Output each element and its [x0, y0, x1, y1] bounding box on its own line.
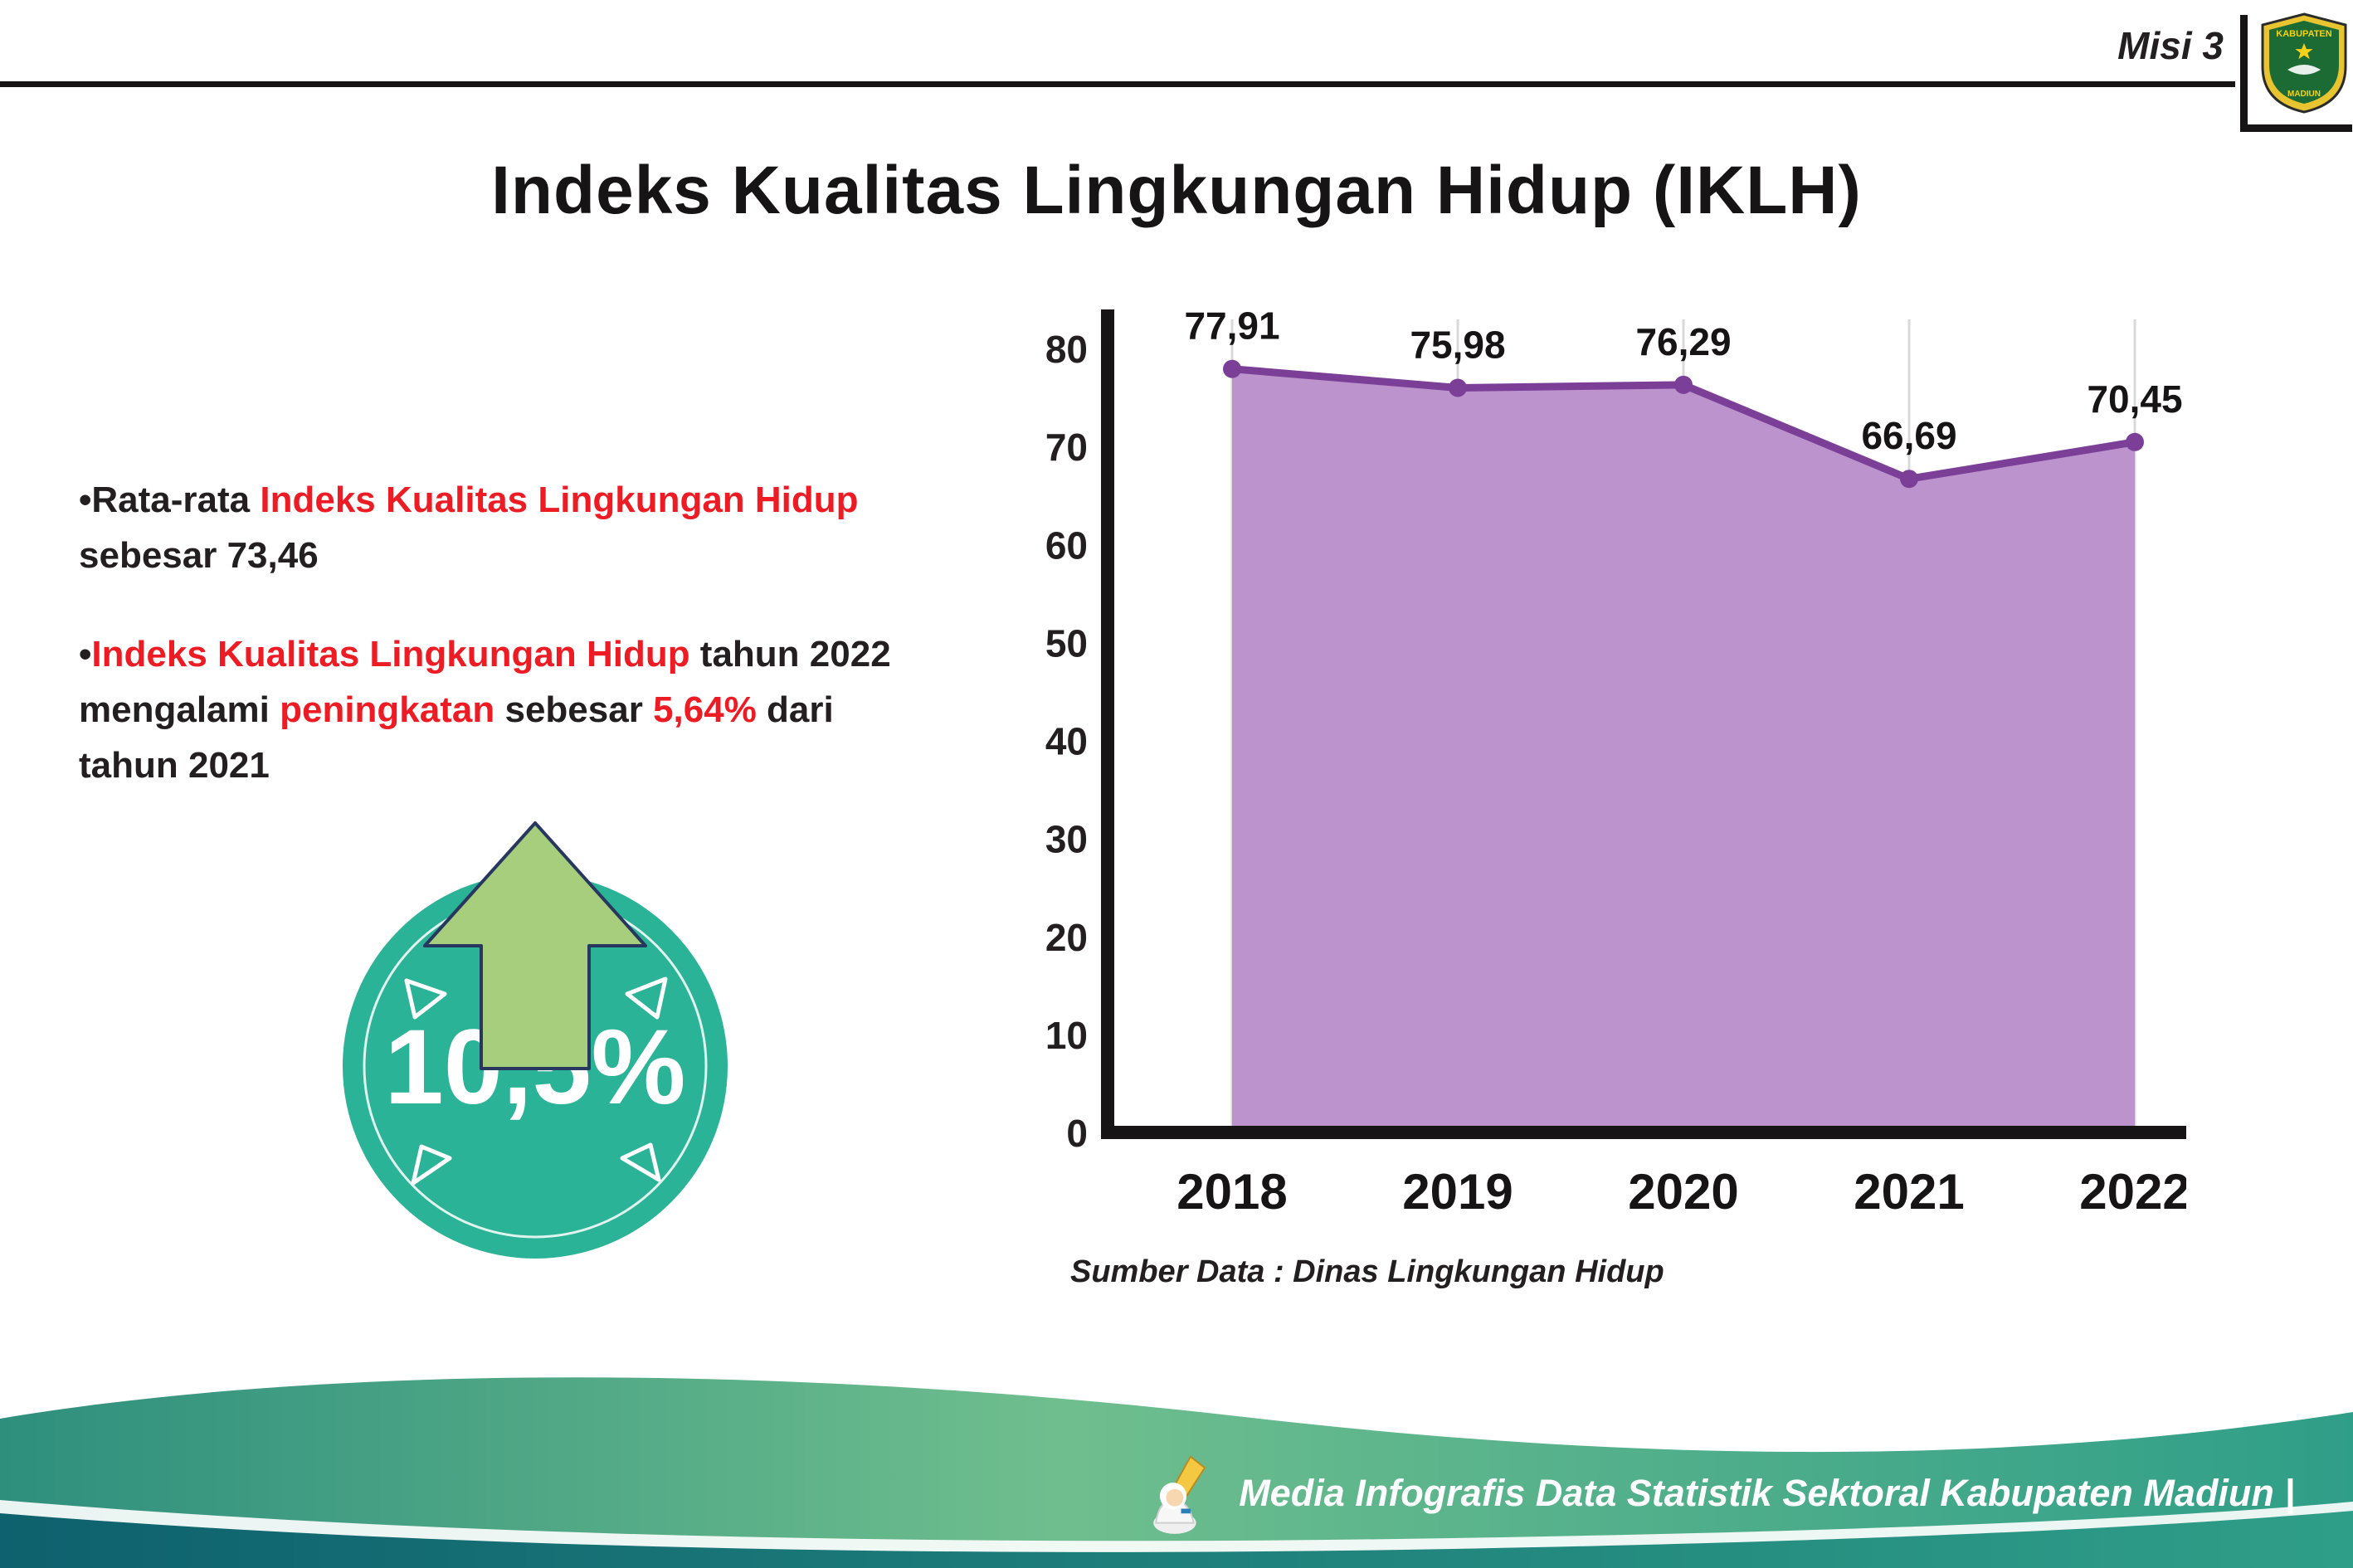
iklh-chart: 77,91 75,98 76,29 66,69 70,45 0 10 20 30 40 50 60 70… [1045, 304, 2186, 1220]
logo-top-text: KABUPATEN [2276, 29, 2331, 39]
header-divider [0, 81, 2235, 87]
point-label: 66,69 [1861, 414, 1956, 457]
footer-waves [0, 1377, 2353, 1568]
y-tick-label: 80 [1045, 328, 1088, 371]
y-tick-label: 20 [1045, 916, 1088, 959]
bullet-text: •Rata-rata [79, 480, 261, 520]
kabupaten-madiun-emblem-icon: KABUPATEN MADIUN [2261, 12, 2347, 114]
y-tick-label: 50 [1045, 621, 1088, 665]
x-tick-label: 2019 [1402, 1164, 1513, 1220]
bullet-text: mengalami [79, 689, 280, 730]
footer-caption: Media Infografis Data Statistik Sektoral… [1142, 1455, 2295, 1534]
y-tick-label: 0 [1066, 1112, 1088, 1155]
kabupaten-madiun-logo: KABUPATEN MADIUN [2240, 12, 2352, 132]
y-tick-label: 40 [1045, 720, 1088, 763]
bullet-text: • [79, 633, 92, 674]
key-points: •Rata-rata Indeks Kualitas Lingkungan Hi… [79, 473, 991, 836]
badge-triangle-decorations [404, 976, 668, 1186]
y-tick-label: 10 [1045, 1014, 1088, 1057]
misi-label: Misi 3 [2117, 24, 2224, 67]
data-point [1223, 359, 1241, 378]
bullet-text-highlight: Indeks Kualitas Lingkungan Hidup [260, 480, 859, 520]
y-tick-label: 30 [1045, 818, 1088, 861]
x-tick-label: 2022 [2079, 1164, 2186, 1220]
data-point [1900, 470, 1918, 489]
area-fill [1232, 368, 2135, 1132]
point-label: 76,29 [1635, 320, 1731, 363]
writer-mascot-icon [1153, 1455, 1206, 1534]
page-title: Indeks Kualitas Lingkungan Hidup (IKLH) [491, 152, 1862, 228]
x-tick-label: 2020 [1628, 1164, 1738, 1220]
y-tick-label: 70 [1045, 426, 1088, 469]
data-point [1449, 378, 1467, 397]
x-tick-label: 2021 [1854, 1164, 1964, 1220]
chart-source: Sumber Data : Dinas Lingkungan Hidup [1070, 1254, 1664, 1289]
point-label: 70,45 [2087, 377, 2182, 421]
data-point [1674, 375, 1693, 394]
x-tick-label: 2018 [1176, 1164, 1287, 1220]
point-label: 75,98 [1410, 323, 1505, 366]
bullet-increase: •Indeks Kualitas Lingkungan Hidup tahun … [79, 627, 991, 794]
y-tick-label: 60 [1045, 523, 1088, 567]
bullet-text-highlight: 5,64% [653, 689, 757, 730]
logo-bottom-text: MADIUN [2287, 90, 2321, 99]
bullet-text: tahun 2021 [79, 744, 270, 786]
bullet-text: sebesar 73,46 [79, 534, 319, 576]
up-arrow-icon [423, 821, 647, 1070]
bullet-text: dari [756, 689, 834, 730]
bullet-average: •Rata-rata Indeks Kualitas Lingkungan Hi… [79, 473, 991, 584]
bullet-text: sebesar [494, 689, 654, 730]
bullet-text-highlight: peningkatan [280, 689, 495, 730]
data-point [2126, 432, 2144, 451]
bullet-text: tahun 2022 [689, 633, 891, 674]
footer-caption-text: Media Infografis Data Statistik Sektoral… [1239, 1472, 2295, 1514]
bullet-text-highlight: Indeks Kualitas Lingkungan Hidup [91, 633, 690, 674]
point-label: 77,91 [1184, 304, 1279, 348]
